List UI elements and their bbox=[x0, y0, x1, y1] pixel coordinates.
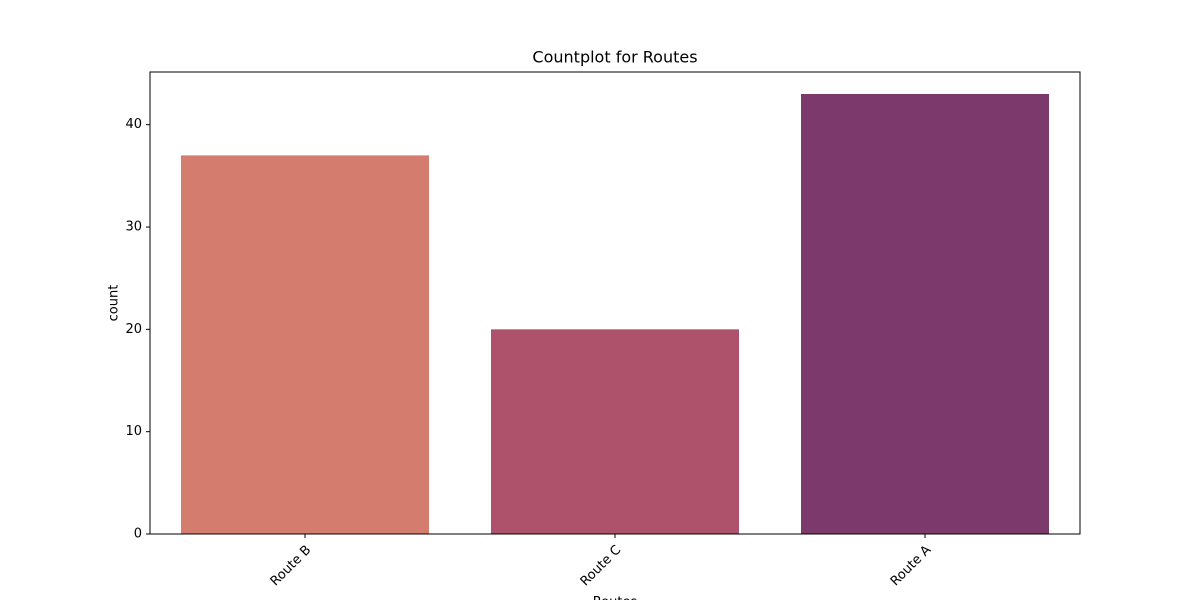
x-axis-label: Routes bbox=[593, 595, 638, 600]
y-tick-label: 40 bbox=[125, 117, 142, 132]
y-tick-label: 20 bbox=[125, 322, 142, 337]
y-tick-label: 30 bbox=[125, 220, 142, 235]
x-tick-label: Route C bbox=[578, 543, 625, 590]
x-tick-label: Route B bbox=[268, 543, 315, 590]
y-tick-label: 0 bbox=[134, 527, 142, 542]
chart-title: Countplot for Routes bbox=[532, 48, 697, 67]
bar bbox=[491, 329, 739, 534]
y-axis-label: count bbox=[107, 285, 122, 322]
x-tick-label: Route A bbox=[888, 543, 935, 590]
bar bbox=[801, 94, 1049, 534]
bar bbox=[181, 155, 429, 534]
plot-frame bbox=[149, 71, 1081, 535]
y-tick-label: 10 bbox=[125, 424, 142, 439]
